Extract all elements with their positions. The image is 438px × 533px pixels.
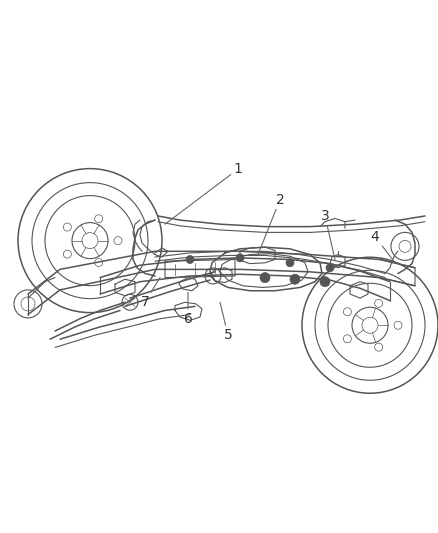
Circle shape (326, 264, 334, 272)
Text: 6: 6 (184, 293, 192, 326)
Circle shape (286, 259, 294, 267)
Circle shape (186, 255, 194, 263)
Text: 1: 1 (165, 162, 243, 224)
Text: 3: 3 (321, 209, 335, 260)
Circle shape (236, 254, 244, 262)
Text: 2: 2 (258, 192, 284, 255)
Text: 5: 5 (220, 302, 233, 342)
Circle shape (260, 272, 270, 282)
Circle shape (320, 277, 330, 287)
Text: 7: 7 (141, 278, 160, 309)
Circle shape (290, 274, 300, 284)
Text: 4: 4 (371, 230, 395, 263)
